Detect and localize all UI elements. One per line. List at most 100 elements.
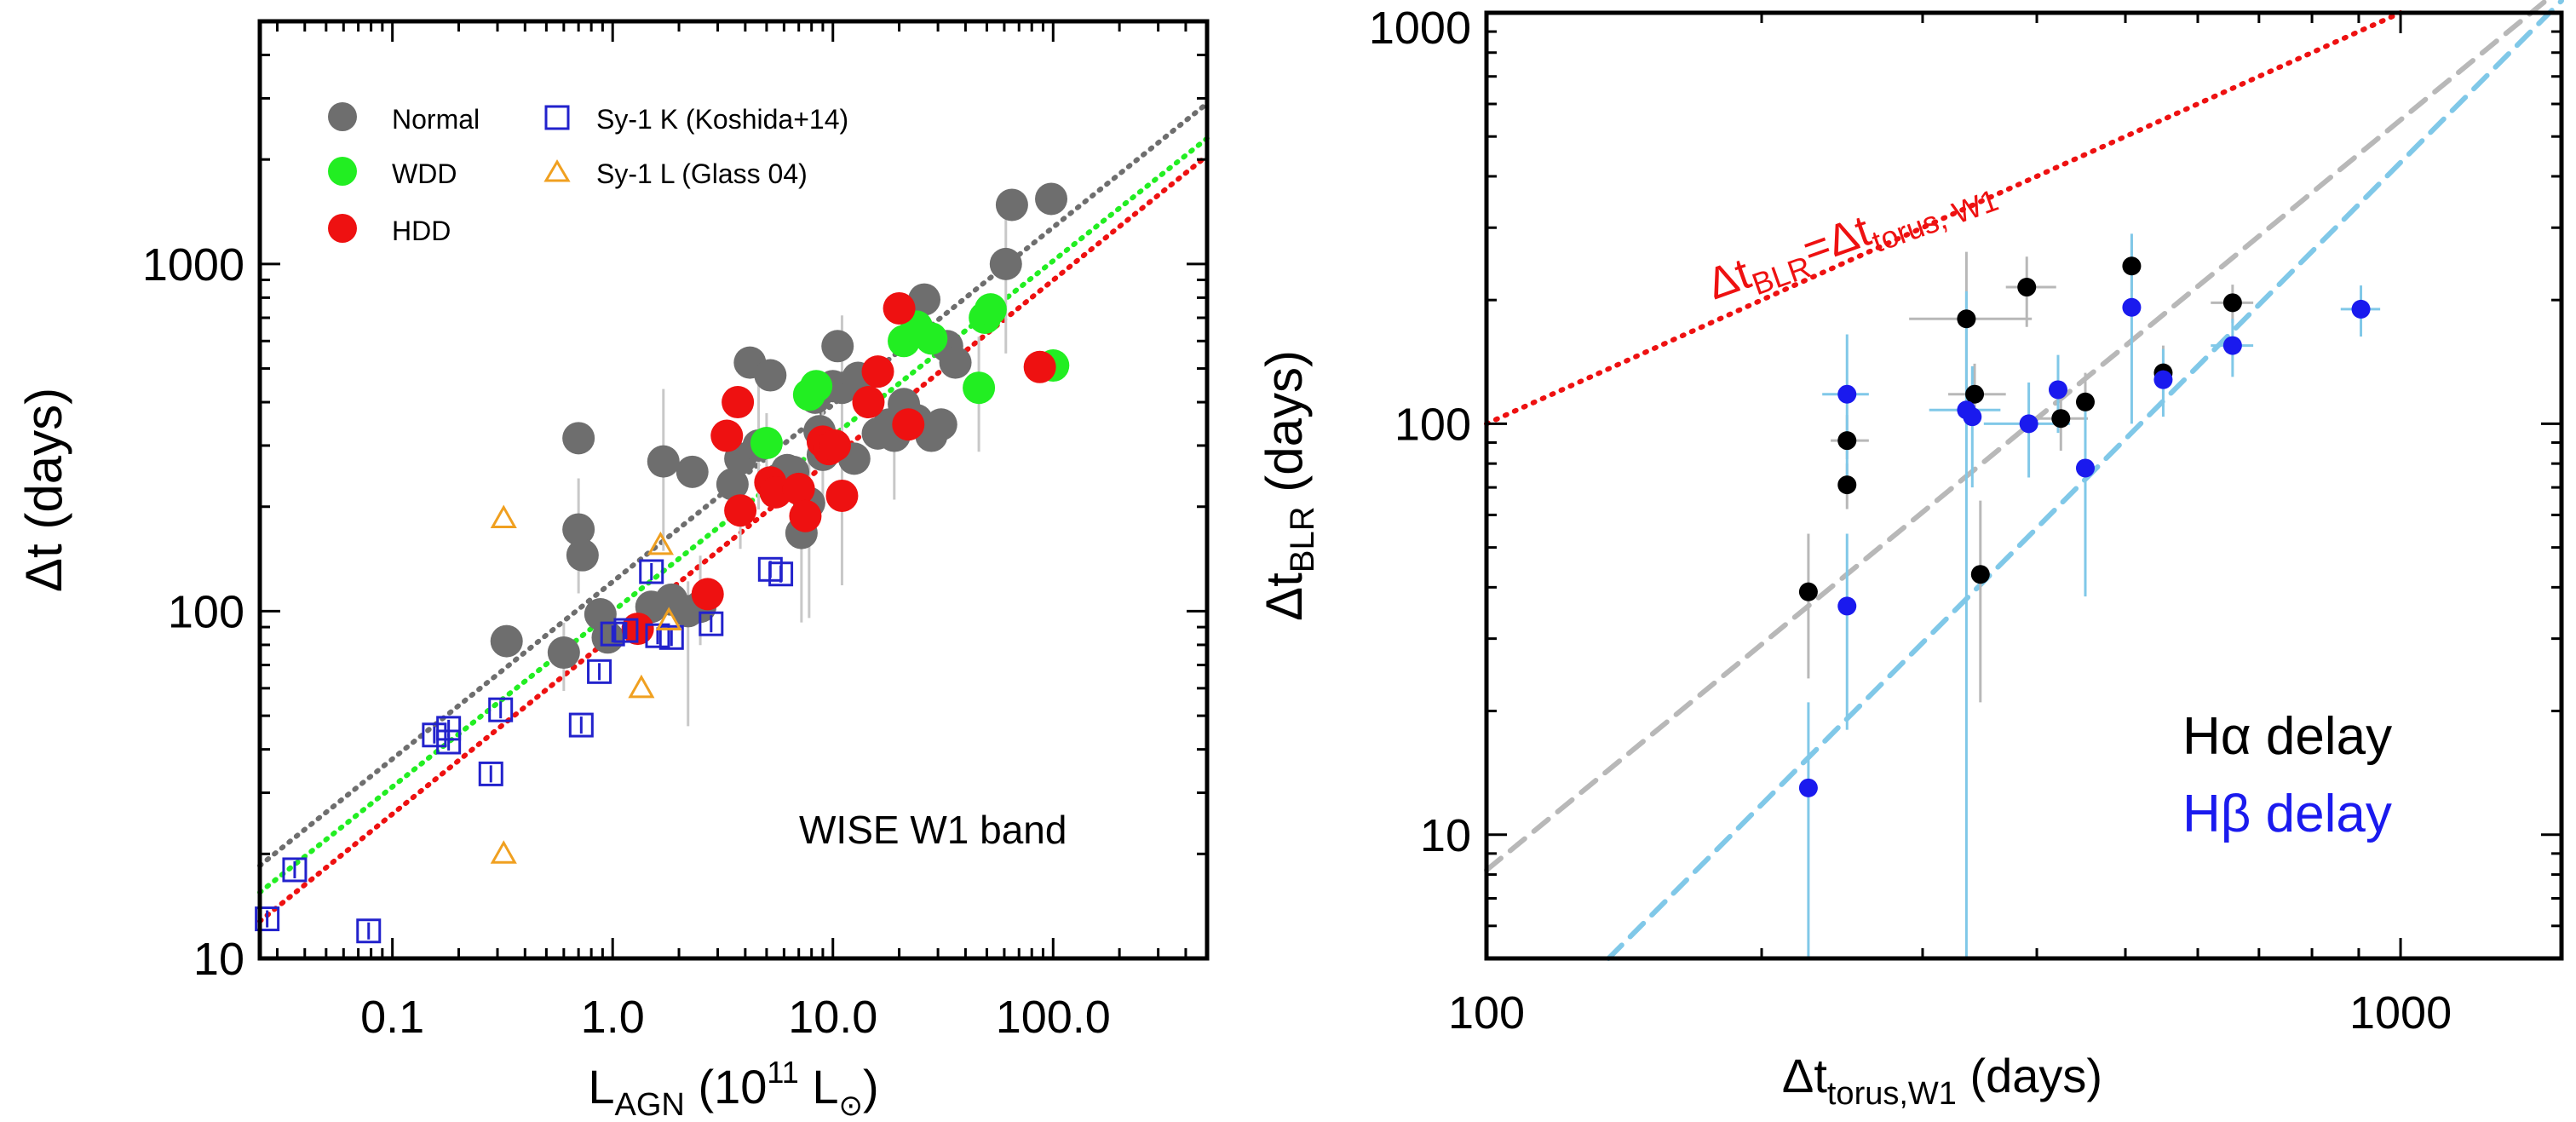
data-point-sy1k [658, 624, 684, 650]
data-point-hdd [818, 429, 851, 462]
left-x-axis-label: LAGN (1011 L⊙) [588, 1055, 878, 1122]
data-point-sy1k [255, 906, 280, 932]
data-point-normal [989, 247, 1022, 280]
legend-marker-hdd [328, 214, 357, 243]
data-point-halpha [2017, 278, 2037, 297]
data-point-normal [647, 445, 680, 478]
data-point-hbeta [2075, 458, 2095, 478]
data-point-halpha [2222, 293, 2242, 313]
data-point-halpha [1798, 582, 1818, 601]
data-point-hbeta [1837, 596, 1857, 616]
data-point-hbeta [2019, 414, 2038, 434]
left-plot-frame [257, 19, 1210, 961]
legend-marker-wdd [328, 157, 357, 186]
data-point-hdd [852, 386, 885, 419]
y-tick-label: 1000 [142, 239, 244, 291]
data-point-sy1k [478, 761, 503, 786]
left-annotation: WISE W1 band [799, 808, 1067, 852]
legend-marker-sy1l [543, 159, 571, 182]
y-tick-label: 10 [193, 934, 244, 985]
data-point-sy1l [647, 531, 675, 555]
y-tick-label: 100 [1394, 399, 1471, 450]
data-point-sy1l [655, 607, 682, 630]
x-tick-label: 0.1 [360, 992, 424, 1043]
left-fit-line-2 [257, 152, 1210, 924]
data-point-halpha [1965, 384, 1985, 404]
data-point-wdd [800, 370, 833, 403]
data-point-hdd [1023, 350, 1056, 383]
data-point-hbeta [2122, 297, 2142, 317]
legend-label-normal: Normal [392, 104, 480, 135]
legend-marker-sy1k [544, 105, 570, 130]
data-point-hdd [789, 499, 822, 532]
left-markers [255, 182, 1070, 944]
data-point-hbeta [1963, 407, 1982, 427]
data-point-hdd [722, 386, 755, 419]
data-point-hdd [710, 419, 744, 452]
data-point-normal [1035, 182, 1068, 216]
data-point-sy1k [699, 611, 724, 636]
data-point-hbeta [2351, 299, 2371, 319]
data-point-hdd [883, 291, 916, 325]
data-point-normal [716, 468, 749, 501]
legend-label-wdd: WDD [392, 158, 457, 189]
data-point-sy1k [436, 729, 462, 755]
data-point-sy1k [600, 621, 625, 647]
y-tick-label: 100 [168, 586, 244, 637]
x-tick-label: 1.0 [581, 992, 645, 1043]
data-point-sy1l [628, 674, 655, 699]
data-point-wdd [750, 427, 783, 460]
y-tick-label: 10 [1420, 810, 1471, 861]
data-point-halpha [2075, 392, 2095, 411]
legend-label-hbeta: Hβ delay [2182, 785, 2392, 843]
legend-label-sy1l: Sy-1 L (Glass 04) [596, 158, 808, 189]
data-point-hdd [861, 355, 894, 388]
data-point-sy1k [422, 722, 447, 748]
data-point-sy1k [568, 712, 594, 738]
data-point-hdd [782, 472, 815, 505]
data-point-normal [908, 283, 941, 316]
x-tick-label: 1000 [2349, 987, 2452, 1039]
x-tick-label: 100.0 [996, 992, 1111, 1043]
data-point-normal [566, 538, 599, 572]
legend-marker-normal [328, 102, 357, 131]
data-point-halpha [1957, 309, 1976, 329]
data-point-sy1k [488, 697, 514, 722]
data-point-sy1l [490, 840, 517, 864]
data-point-sy1k [613, 618, 639, 643]
left-panel: 0.1 1.0 10.0 100.0 10 100 1000 Normal WDD HDD … [15, 19, 1210, 1122]
data-point-halpha [2051, 409, 2071, 429]
data-point-hbeta [1798, 778, 1818, 797]
data-point-wdd [915, 322, 948, 355]
data-point-sy1k [645, 623, 670, 648]
legend-label-sy1k: Sy-1 K (Koshida+14) [596, 104, 848, 135]
data-point-hbeta [1837, 384, 1857, 404]
data-point-sy1l [490, 504, 517, 529]
data-point-hbeta [2153, 370, 2173, 389]
legend-label-hdd: HDD [392, 216, 451, 246]
data-point-hdd [724, 494, 757, 527]
data-point-normal [591, 621, 624, 654]
data-point-sy1k [768, 561, 794, 587]
data-point-normal [924, 408, 957, 441]
right-y-axis-label: ΔtBLR (days) [1256, 350, 1321, 621]
data-point-wdd [974, 293, 1007, 326]
legend-label-halpha: Hα delay [2182, 707, 2392, 766]
data-point-hdd [691, 578, 724, 611]
data-point-halpha [1970, 565, 1990, 584]
right-line-one-to-one [1484, 10, 2404, 427]
data-point-hbeta [2222, 336, 2242, 355]
x-tick-label: 100 [1448, 987, 1525, 1039]
left-legend: Normal WDD HDD Sy-1 K (Koshida+14) Sy-1 … [328, 102, 848, 246]
data-point-sy1k [282, 857, 308, 883]
data-point-hbeta [2048, 380, 2067, 400]
data-point-normal [939, 346, 972, 379]
data-point-normal [547, 636, 580, 670]
data-point-sy1k [356, 918, 382, 944]
left-y-axis-label: Δt (days) [15, 388, 72, 592]
data-point-halpha [2122, 256, 2142, 276]
data-point-normal [562, 513, 595, 546]
data-point-halpha [1837, 431, 1857, 451]
